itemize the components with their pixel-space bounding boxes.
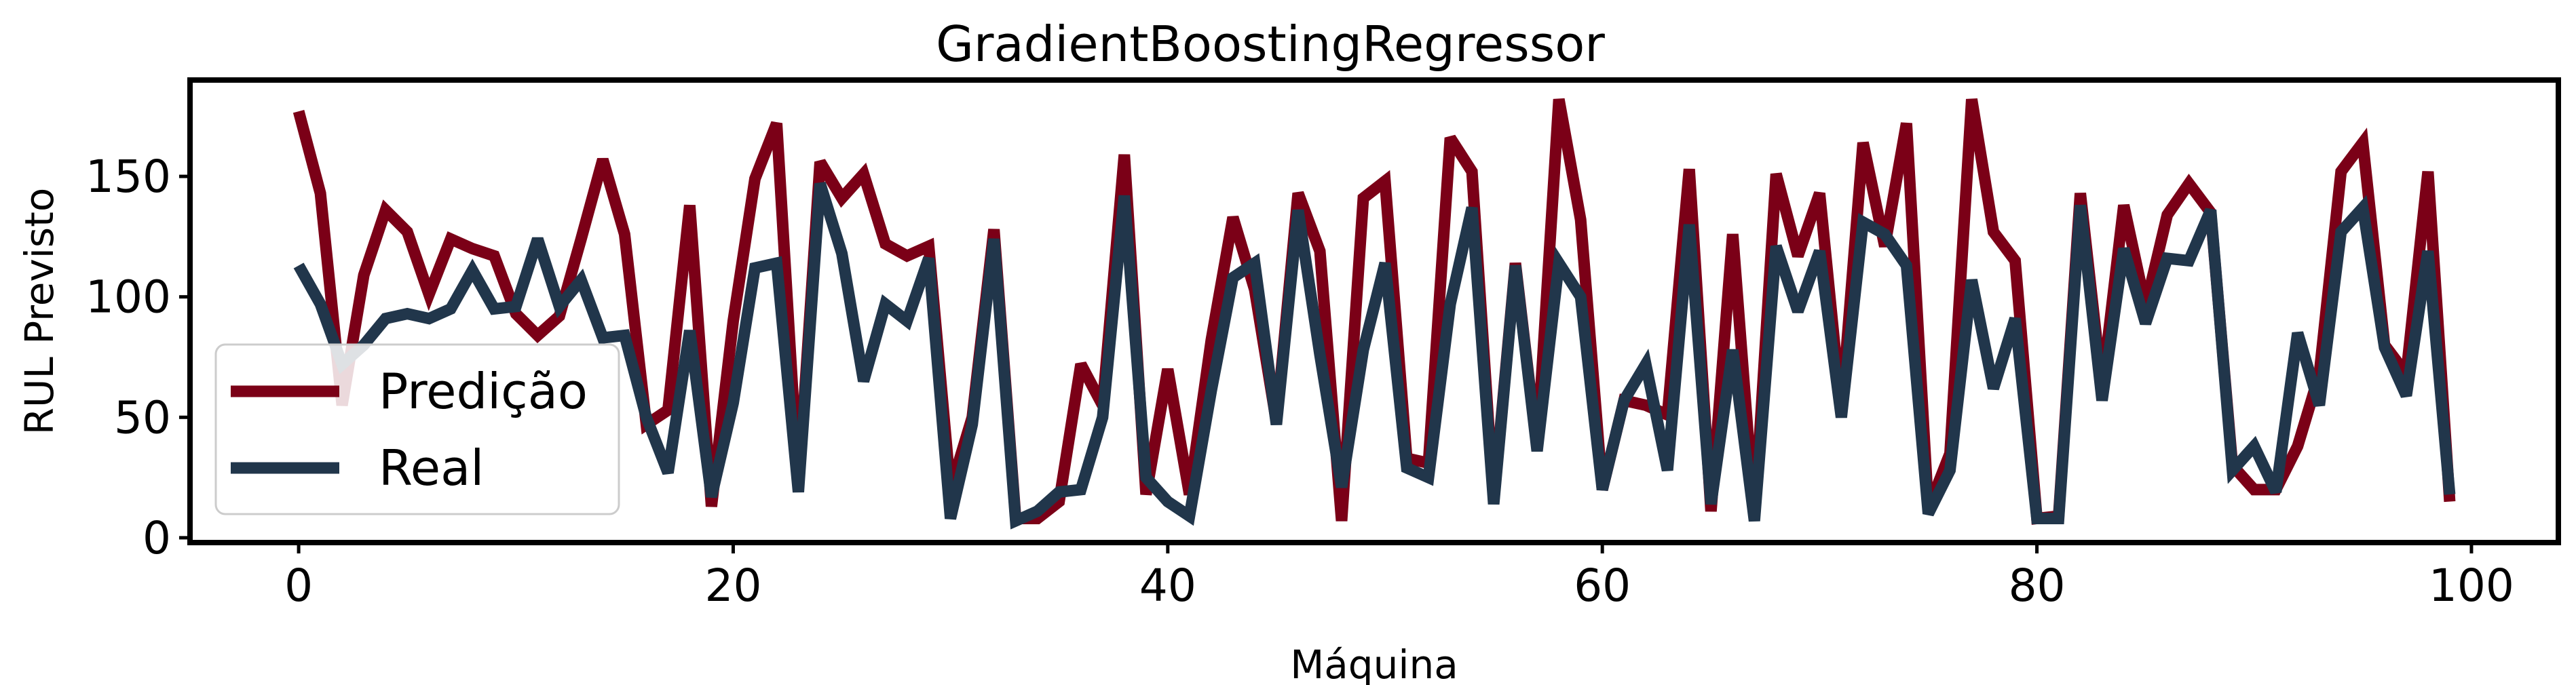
y-tick-label: 100: [86, 271, 171, 324]
series-layer: [292, 98, 2456, 530]
series-line-real: [293, 182, 2456, 530]
y-tick-label: 150: [86, 151, 171, 203]
plot-frame: [187, 77, 2561, 545]
y-tick-label: 0: [143, 512, 171, 564]
legend-label-real: Real: [379, 439, 484, 496]
y-axis-label: RUL Previsto: [16, 188, 62, 435]
legend-label-predicao: Predição: [379, 363, 588, 420]
x-axis: 0 20 40 60 80 100: [284, 543, 2514, 612]
x-tick-label: 40: [1139, 560, 1196, 612]
x-axis-label: Máquina: [1290, 642, 1458, 685]
chart-title: GradientBoostingRegressor: [936, 16, 1605, 73]
legend: Predição Real: [214, 343, 620, 515]
x-tick-label: 60: [1574, 560, 1631, 612]
y-axis: 0 50 100 150: [86, 151, 190, 564]
x-tick-label: 100: [2429, 560, 2514, 612]
y-tick-label: 50: [114, 391, 171, 444]
x-tick-label: 0: [284, 560, 313, 612]
x-tick-label: 20: [704, 560, 761, 612]
x-tick-label: 80: [2009, 560, 2066, 612]
